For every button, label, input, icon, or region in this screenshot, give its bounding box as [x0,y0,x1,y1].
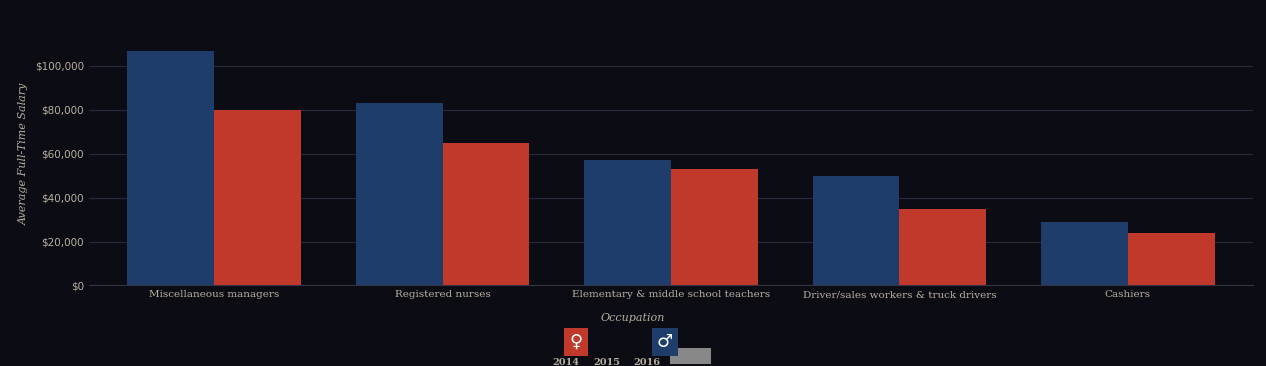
Text: ♀: ♀ [570,333,582,351]
Text: 2016: 2016 [633,358,661,366]
Bar [443,143,529,285]
Bar [214,110,301,285]
Bar [813,176,899,285]
Bar [356,103,443,285]
Bar [899,209,986,285]
Text: Occupation: Occupation [601,313,665,324]
Y-axis label: Average Full-Time Salary: Average Full-Time Salary [19,82,29,225]
Bar [584,160,671,285]
Bar [1041,222,1128,285]
Bar [128,51,214,285]
Text: 2015: 2015 [592,358,620,366]
Text: ♂: ♂ [657,333,672,351]
Bar [671,169,758,285]
Bar [1128,233,1214,285]
Text: 2014: 2014 [552,358,580,366]
